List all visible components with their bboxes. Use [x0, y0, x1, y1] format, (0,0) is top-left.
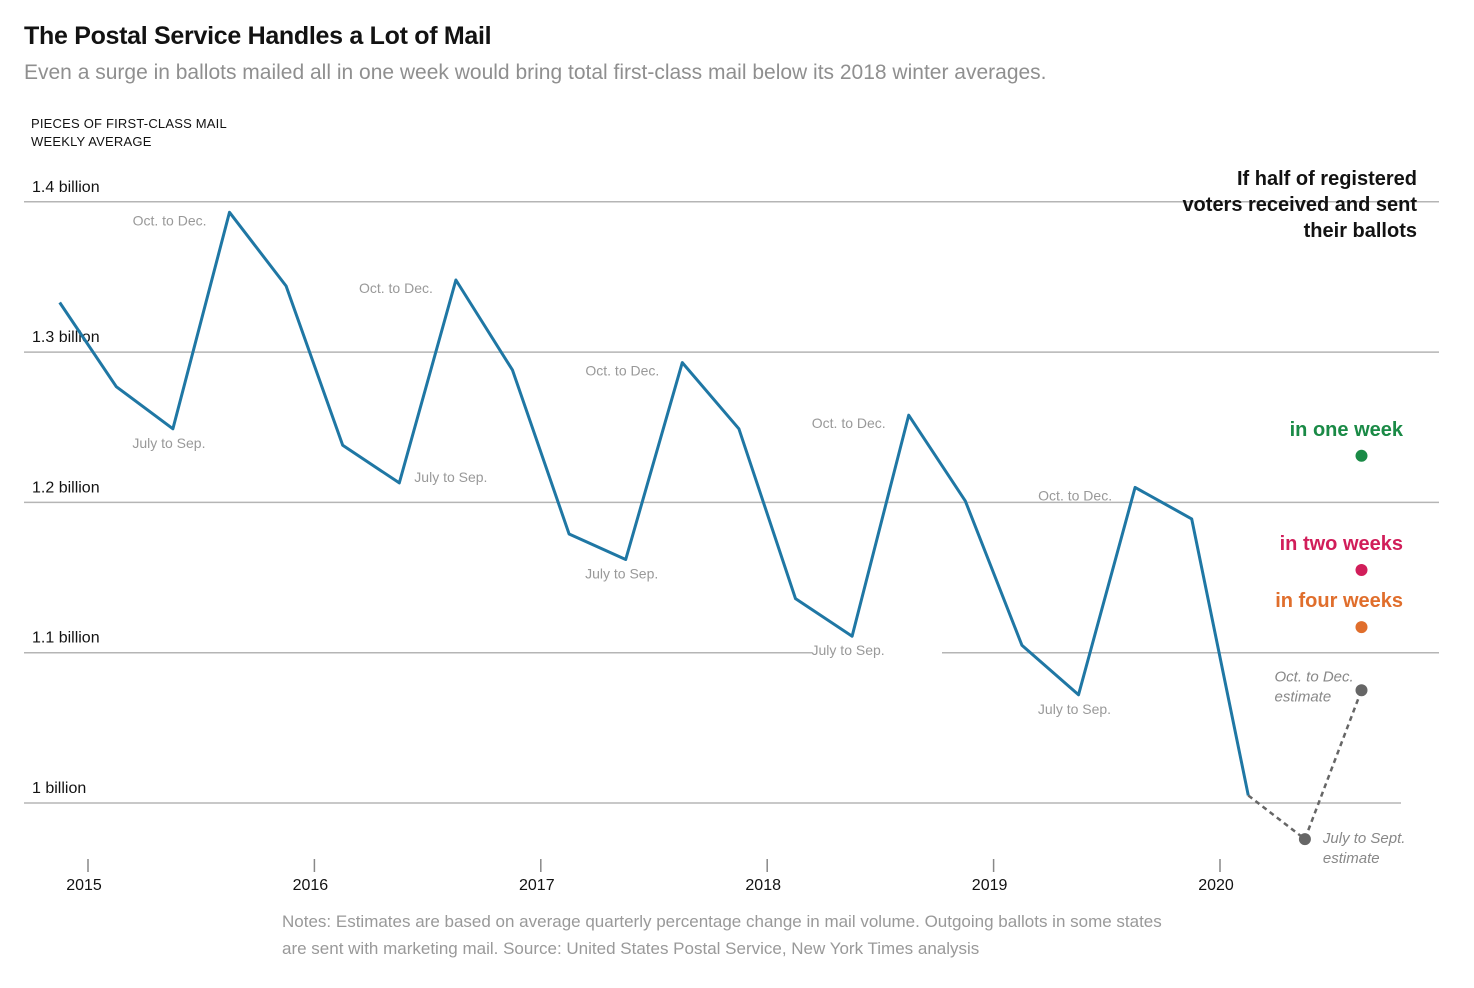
period-annotation: Oct. to Dec.: [133, 212, 207, 228]
y-tick-label: 1.2 billion: [32, 479, 100, 496]
period-annotation: Oct. to Dec.: [812, 415, 886, 431]
period-annotation: Oct. to Dec.: [359, 280, 433, 296]
period-annotation: Oct. to Dec.: [1038, 487, 1112, 503]
scenario-point: [1355, 449, 1368, 462]
estimate-point: [1355, 684, 1368, 697]
scenario-header: their ballots: [1304, 220, 1417, 242]
x-tick-label: 2020: [1198, 877, 1234, 894]
estimate-label: Oct. to Dec.: [1275, 668, 1354, 685]
estimate-point: [1298, 833, 1311, 846]
estimate-label: estimate: [1275, 688, 1332, 705]
y-axis-label: PIECES OF FIRST-CLASS MAIL WEEKLY AVERAG…: [31, 115, 227, 151]
label-layer: July to Sept. estimate Oct. to Dec. estimat…: [132, 212, 1405, 867]
scenario-label: in four weeks: [1275, 590, 1403, 612]
estimate-label: estimate: [1323, 850, 1380, 867]
chart-notes: Notes: Estimates are based on average qu…: [282, 912, 1162, 958]
x-tick-label: 2019: [972, 877, 1008, 894]
scenario-point: [1355, 564, 1368, 577]
scenario-header: If half of registered: [1237, 168, 1417, 190]
x-tick-label: 2017: [519, 877, 555, 894]
series-line: [58, 210, 1250, 796]
period-annotation: July to Sep.: [414, 469, 487, 485]
y-tick-label: 1.1 billion: [32, 630, 100, 647]
x-axis: 2015 2016 2017 2018 2019 2020: [66, 859, 1234, 894]
period-annotation: Oct. to Dec.: [585, 363, 659, 379]
grid-layer: 1 billion 1.1 billion 1.2 billion 1.3 billi…: [24, 179, 1439, 804]
period-annotation: July to Sep.: [812, 642, 885, 658]
scenario-label: in two weeks: [1280, 533, 1403, 555]
scenario-point: [1355, 621, 1368, 634]
x-tick-label: 2016: [293, 877, 329, 894]
scenario-label: in one week: [1290, 419, 1404, 441]
y-tick-label: 1.3 billion: [32, 329, 100, 346]
scenario-layer: If half of registered voters received and…: [1182, 168, 1417, 634]
chart-title: The Postal Service Handles a Lot of Mail: [24, 22, 492, 50]
estimate-label: July to Sept.: [1322, 830, 1406, 847]
y-tick-label: 1 billion: [32, 780, 86, 797]
x-tick-label: 2015: [66, 877, 102, 894]
x-tick-label: 2018: [745, 877, 781, 894]
y-tick-label: 1.4 billion: [32, 179, 100, 196]
estimate-line: [1247, 689, 1363, 842]
period-annotation: July to Sep.: [1038, 701, 1111, 717]
period-annotation: July to Sep.: [132, 435, 205, 451]
y-axis-label-line-2: WEEKLY AVERAGE: [31, 134, 152, 149]
y-axis-label-line-1: PIECES OF FIRST-CLASS MAIL: [31, 116, 227, 131]
period-annotation: July to Sep.: [585, 566, 658, 582]
chart-subtitle: Even a surge in ballots mailed all in on…: [24, 61, 1047, 84]
series-layer: [58, 210, 1368, 846]
scenario-header: voters received and sent: [1182, 194, 1417, 216]
